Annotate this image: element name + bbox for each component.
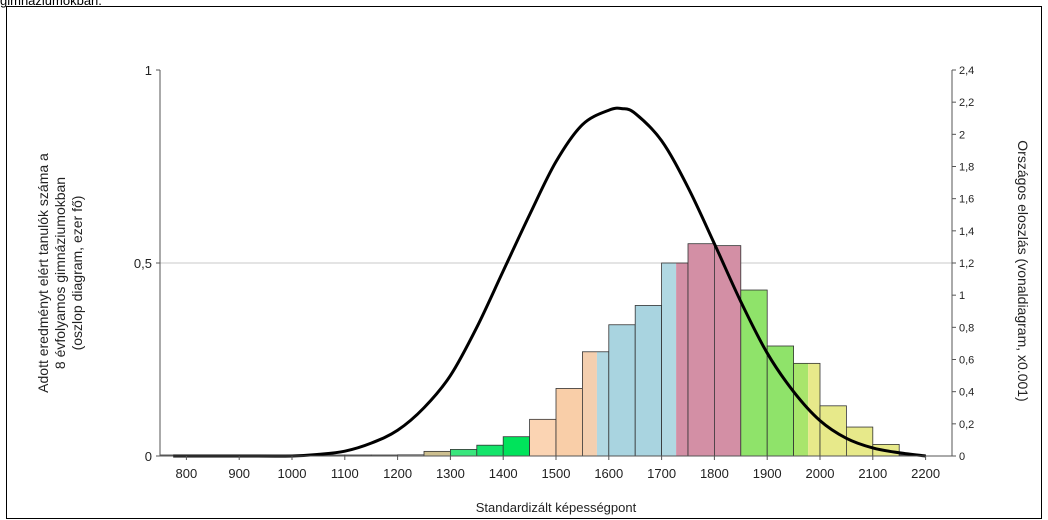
x-tick-label: 1300 — [436, 466, 465, 481]
x-tick-label: 1000 — [278, 466, 307, 481]
y-right-tick-label: 1,8 — [959, 162, 974, 174]
bar — [740, 289, 768, 457]
x-tick-label: 1800 — [700, 466, 729, 481]
y-right-tick-labels: 0 0,2 0,4 0,6 0,8 1 1,2 1,4 1,6 1,8 2 2,2 2,4 — [959, 65, 974, 463]
y-left-axis-title-line: Adott eredményt elért tanulók száma a — [35, 153, 51, 393]
y-left-axis-title-line: (oszlop diagram, ezer fő) — [69, 196, 85, 351]
bar — [608, 324, 636, 457]
bar — [793, 363, 809, 456]
y-right-tick-label: 1,2 — [959, 258, 974, 270]
x-tick-label: 1600 — [594, 466, 623, 481]
x-tick-label: 2000 — [806, 466, 835, 481]
bar — [714, 245, 742, 457]
bar — [423, 450, 451, 457]
bar — [687, 243, 715, 457]
bar — [582, 351, 597, 456]
y-right-tick-label: 2,2 — [959, 97, 974, 109]
x-tick-label: 800 — [176, 466, 198, 481]
bar — [476, 444, 504, 457]
x-tick-label: 1500 — [542, 466, 571, 481]
y-right-tick-label: 0,2 — [959, 419, 974, 431]
bar — [555, 388, 583, 457]
bar-split-part — [596, 351, 609, 456]
y-right-axis-title: Országos eloszlás (vonaldiagram, x0.001) — [1015, 140, 1031, 401]
x-tick-label: 1100 — [331, 466, 359, 481]
y-right-tick-label: 2,4 — [959, 65, 974, 77]
x-axis-title: Standardizált képességpont — [476, 500, 637, 515]
y-right-tick-label: 1 — [959, 290, 965, 302]
x-tick-label: 1900 — [753, 466, 782, 481]
y-left-tick-label: 1 — [145, 63, 152, 78]
figure-caption: gimnáziumokban. — [0, 0, 102, 8]
x-tick-label: 1700 — [647, 466, 676, 481]
y-right-tick-label: 1,6 — [959, 194, 974, 206]
x-tick-labels: 800 900 1000 1100 1200 1300 1400 1500 1600 1700 18… — [176, 466, 941, 481]
bar — [449, 449, 478, 457]
bar-split-part — [808, 363, 820, 456]
y-right-tick-label: 0,6 — [959, 355, 974, 367]
x-tick-label: 1200 — [383, 466, 412, 481]
y-right-tick-label: 0 — [959, 451, 965, 463]
bar — [529, 418, 557, 457]
y-right-tick-label: 1,4 — [959, 226, 974, 238]
y-left-tick-label: 0,5 — [134, 256, 152, 271]
x-tick-label: 2200 — [911, 466, 940, 481]
bar — [766, 345, 795, 457]
distribution-curve — [173, 106, 926, 458]
x-tick-label: 1400 — [489, 466, 518, 481]
x-tick-label: 900 — [228, 466, 250, 481]
bars-group — [159, 243, 927, 457]
axes-group — [156, 69, 956, 460]
curve-group — [173, 106, 926, 458]
chart-frame — [6, 6, 1042, 519]
bar — [661, 263, 677, 456]
bar — [634, 305, 663, 457]
y-left-tick-label: 0 — [145, 449, 152, 464]
x-tick-label: 2100 — [858, 466, 887, 481]
bar-split-part — [676, 263, 688, 456]
bar — [502, 436, 531, 457]
y-right-tick-label: 2 — [959, 129, 965, 141]
y-right-tick-label: 0,4 — [959, 387, 974, 399]
y-left-axis-title-line: 8 évfolyamos gimnáziumokban — [52, 177, 68, 369]
y-right-tick-label: 0,8 — [959, 322, 974, 334]
y-left-tick-labels: 00,51 — [134, 63, 152, 464]
